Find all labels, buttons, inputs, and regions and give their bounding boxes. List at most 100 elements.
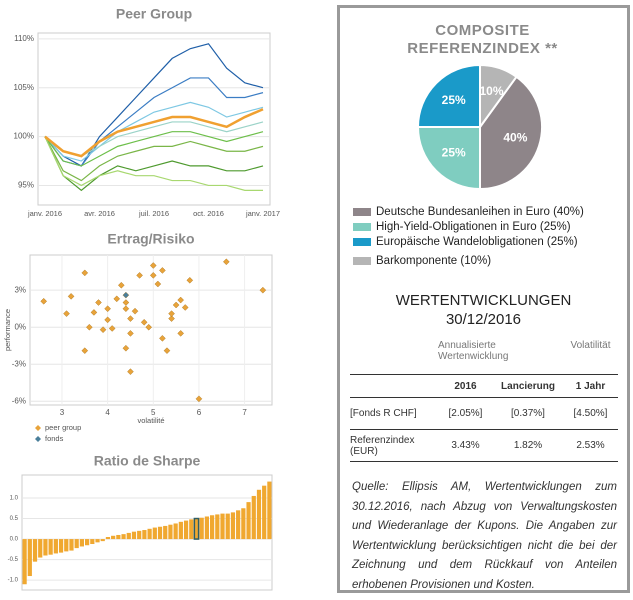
bar xyxy=(105,537,111,540)
x-tick-label: juil. 2016 xyxy=(138,209,169,218)
bar xyxy=(267,481,272,540)
point xyxy=(181,304,189,311)
y-tick-label: 110% xyxy=(14,34,34,43)
pie-slice xyxy=(479,63,518,131)
point xyxy=(159,335,166,342)
point xyxy=(131,307,139,315)
x-tick-label: 7 xyxy=(242,408,247,417)
legend-label: Europäische Wandelobligationen (25%) xyxy=(376,236,578,248)
bar xyxy=(193,517,200,540)
volatility-header: Volatilität xyxy=(570,340,611,351)
point xyxy=(195,395,203,403)
y-tick-label: 3% xyxy=(14,285,26,294)
chart-title: Ertrag/Risiko xyxy=(107,231,194,247)
y-axis-label: performance xyxy=(3,309,12,351)
bar xyxy=(210,515,215,540)
slice-label: 40% xyxy=(503,131,527,145)
group-header: Annualisierte Wertenwicklung xyxy=(438,340,509,362)
y-tick-label: 0% xyxy=(14,322,26,331)
point xyxy=(122,299,130,306)
bar xyxy=(43,539,48,556)
x-tick-label: janv. 2017 xyxy=(245,209,280,218)
point xyxy=(140,319,148,326)
point xyxy=(40,298,47,305)
y-tick-label: 100% xyxy=(14,132,34,141)
y-tick-label: -1.0 xyxy=(8,578,19,584)
point xyxy=(259,286,267,294)
pie-title: COMPOSITE REFERENZINDEX ** xyxy=(407,22,558,57)
x-tick-label: 3 xyxy=(60,408,65,417)
legend-label: High-Yield-Obligationen in Euro (25%) xyxy=(376,221,571,233)
x-tick-label: oct. 2016 xyxy=(193,209,224,218)
point xyxy=(168,310,175,317)
bar xyxy=(163,525,168,540)
point xyxy=(63,310,70,317)
legend-swatch xyxy=(353,238,371,246)
y-tick-label: -0.5 xyxy=(8,557,19,563)
x-tick-label: janv. 2016 xyxy=(27,209,62,218)
point xyxy=(95,299,102,306)
slice-label: 10% xyxy=(479,84,503,98)
legend-label: peer group xyxy=(45,423,81,432)
cell: [0.37%] xyxy=(493,397,563,430)
bar xyxy=(225,513,230,540)
bar xyxy=(38,539,43,558)
bar xyxy=(246,502,251,540)
point xyxy=(154,280,162,288)
legend-label: Deutsche Bundesanleihen in Euro (40%) xyxy=(376,206,584,218)
y-tick-label: 0.0 xyxy=(10,537,19,543)
bar xyxy=(137,530,142,540)
slice-label: 25% xyxy=(442,93,466,107)
point xyxy=(81,269,89,277)
point xyxy=(150,272,157,279)
series-line xyxy=(44,131,264,167)
point xyxy=(168,315,175,322)
cell: [4.50%] xyxy=(563,397,618,430)
bar xyxy=(236,510,241,540)
point xyxy=(136,272,143,279)
column-header: Lancierung xyxy=(493,374,563,398)
y-tick-label: 105% xyxy=(14,83,34,92)
chart-title: Peer Group xyxy=(116,6,192,22)
bar xyxy=(126,532,131,540)
cell: 2.53% xyxy=(563,429,618,462)
bar xyxy=(64,539,69,552)
y-tick-label: 1.0 xyxy=(10,496,19,502)
point xyxy=(177,296,184,304)
legend-marker xyxy=(35,436,41,442)
point xyxy=(122,291,130,299)
point xyxy=(145,323,152,331)
bar xyxy=(22,539,27,585)
cell: 1.82% xyxy=(493,429,563,462)
bar xyxy=(251,495,256,540)
bar xyxy=(74,539,79,549)
series-line xyxy=(44,136,263,191)
bar xyxy=(204,516,209,540)
pie-slice xyxy=(416,63,481,128)
y-tick-label: -3% xyxy=(12,359,26,368)
bar xyxy=(85,539,90,546)
point xyxy=(81,347,89,354)
bar xyxy=(152,527,157,540)
cell: 3.43% xyxy=(438,429,493,462)
bar xyxy=(58,539,64,553)
bar xyxy=(95,539,100,543)
point xyxy=(86,323,93,331)
bar xyxy=(111,535,116,540)
point xyxy=(150,262,157,269)
point xyxy=(163,347,171,354)
bar xyxy=(256,489,262,540)
bar xyxy=(241,508,246,540)
pie-slice xyxy=(416,126,481,191)
point xyxy=(172,301,180,309)
slice-label: 25% xyxy=(442,145,466,159)
x-tick-label: avr. 2016 xyxy=(84,209,115,218)
y-tick-label: -6% xyxy=(12,396,26,405)
legend-swatch xyxy=(353,208,371,216)
x-tick-label: 4 xyxy=(105,408,110,417)
legend-swatch xyxy=(353,257,371,265)
bar xyxy=(168,524,173,540)
point xyxy=(223,258,230,266)
performance-table: Annualisierte Wertenwicklung Volatilität … xyxy=(350,340,618,462)
